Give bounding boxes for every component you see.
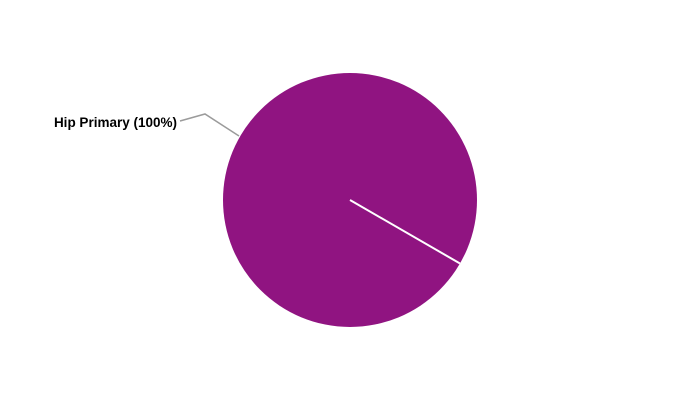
slice-border-line	[349, 199, 461, 265]
slice-label: Hip Primary (100%)	[54, 115, 177, 130]
label-connector-line	[179, 113, 240, 137]
